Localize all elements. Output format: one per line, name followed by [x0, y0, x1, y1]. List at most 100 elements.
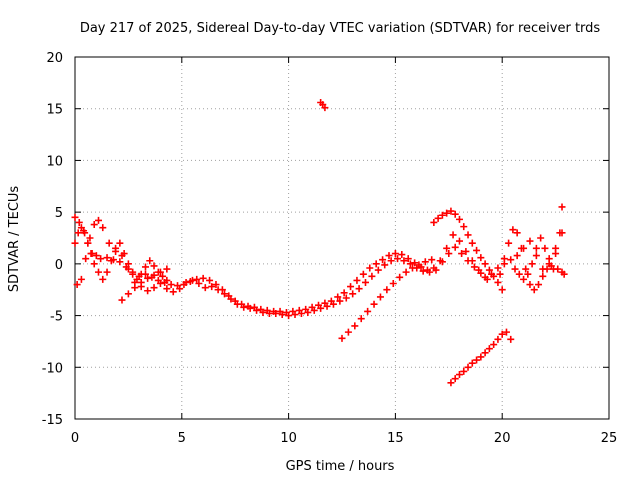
series-sat-d: [118, 265, 171, 304]
data-point: [430, 218, 438, 226]
data-point: [71, 213, 79, 221]
data-point: [214, 286, 222, 294]
data-point: [364, 307, 372, 315]
data-point: [477, 269, 485, 277]
tick-labels: 0 5 10 15 20 25 -15 -10 -5 0 5 10 15 20: [42, 51, 618, 446]
data-point: [402, 268, 410, 276]
series-sat-b: [73, 216, 491, 320]
data-point: [193, 275, 201, 283]
data-marks: [71, 99, 568, 387]
data-point: [411, 259, 419, 267]
y-tick-label: 5: [55, 206, 63, 221]
data-point: [387, 257, 395, 265]
data-point: [552, 250, 560, 258]
data-point: [490, 272, 498, 280]
data-point: [485, 345, 493, 353]
data-point: [447, 379, 455, 387]
data-point: [77, 275, 85, 283]
data-point: [520, 275, 528, 283]
data-point: [199, 274, 207, 282]
data-point: [494, 335, 502, 343]
data-point: [526, 237, 534, 245]
data-point: [509, 226, 517, 234]
data-point: [342, 294, 350, 302]
data-point: [383, 286, 391, 294]
data-point: [477, 353, 485, 361]
data-point: [494, 278, 502, 286]
y-tick-label: -5: [50, 310, 63, 325]
data-point: [81, 229, 89, 237]
series-sat-e: [317, 99, 329, 112]
data-point: [513, 252, 521, 260]
y-tick-label: 15: [46, 103, 63, 118]
data-point: [163, 265, 171, 273]
data-point: [361, 278, 369, 286]
data-point: [246, 304, 254, 312]
data-point: [404, 255, 412, 263]
data-point: [71, 239, 79, 247]
data-point: [105, 239, 113, 247]
y-tick-label: 10: [46, 154, 63, 169]
data-point: [481, 260, 489, 268]
data-point: [272, 310, 280, 318]
data-point: [120, 250, 128, 258]
data-point: [394, 255, 402, 263]
data-point: [94, 216, 102, 224]
data-point: [349, 290, 357, 298]
data-point: [182, 278, 190, 286]
data-point: [419, 267, 427, 275]
data-point: [97, 255, 105, 263]
data-point: [498, 330, 506, 338]
data-point: [317, 304, 325, 312]
data-point: [438, 211, 446, 219]
data-point: [90, 221, 98, 229]
data-point: [208, 283, 216, 291]
data-point: [92, 252, 100, 260]
data-point: [426, 268, 434, 276]
data-point: [94, 268, 102, 276]
data-point: [415, 261, 423, 269]
data-point: [532, 252, 540, 260]
data-point: [116, 258, 124, 266]
data-point: [368, 272, 376, 280]
data-point: [408, 264, 416, 272]
data-point: [156, 280, 164, 288]
data-point: [366, 264, 374, 272]
data-point: [359, 270, 367, 278]
data-point: [391, 250, 399, 258]
data-point: [428, 256, 436, 264]
data-point: [146, 257, 154, 265]
data-point: [385, 252, 393, 260]
data-point: [310, 306, 318, 314]
data-point: [278, 311, 286, 319]
data-point: [227, 295, 235, 303]
data-point: [144, 287, 152, 295]
data-point: [460, 223, 468, 231]
data-point: [490, 341, 498, 349]
data-point: [477, 254, 485, 262]
data-point: [526, 281, 534, 289]
data-point: [455, 371, 463, 379]
data-point: [259, 308, 267, 316]
data-point: [468, 359, 476, 367]
data-point: [524, 270, 532, 278]
data-point: [124, 290, 132, 298]
data-point: [447, 207, 455, 215]
data-point: [304, 308, 312, 316]
data-point: [353, 276, 361, 284]
data-point: [131, 284, 139, 292]
data-point: [82, 255, 90, 263]
data-point: [530, 286, 538, 294]
data-point: [118, 296, 126, 304]
data-point: [206, 276, 214, 284]
data-point: [137, 270, 145, 278]
data-point: [505, 239, 513, 247]
data-point: [169, 288, 177, 296]
data-point: [485, 266, 493, 274]
data-point: [297, 310, 305, 318]
data-point: [195, 280, 203, 288]
data-point: [460, 367, 468, 375]
data-point: [150, 271, 158, 279]
data-point: [558, 203, 566, 211]
axis-ticks: [74, 56, 610, 420]
